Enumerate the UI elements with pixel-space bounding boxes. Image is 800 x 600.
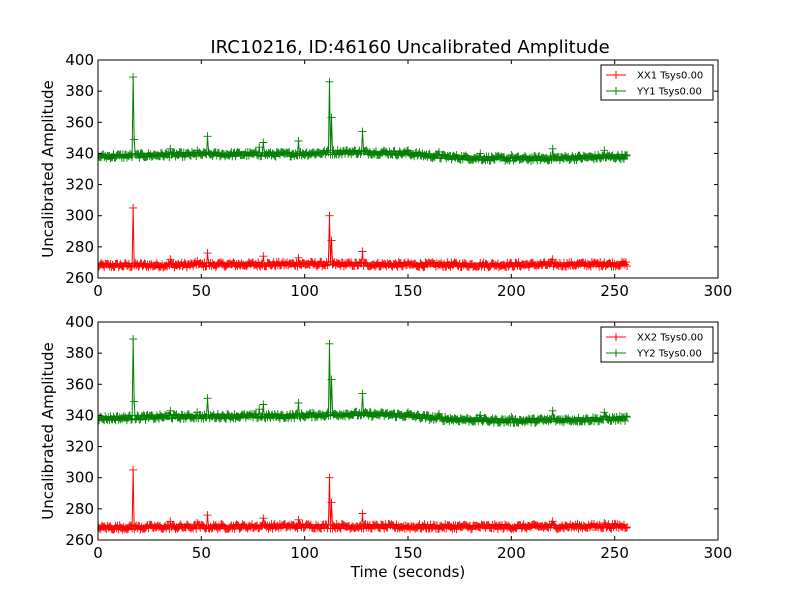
- series-xx1: [98, 203, 632, 272]
- bottom-panel: 0 50 100 150 200 250 300 260 280 300 320 340 360 380 4…: [39, 313, 732, 581]
- series-line: [98, 469, 628, 532]
- y-axis-label: Uncalibrated Amplitude: [39, 80, 57, 257]
- x-tick-label: 300: [704, 282, 733, 300]
- legend-box: [600, 64, 714, 101]
- y-tick-label: 280: [65, 500, 94, 518]
- x-tick-label: 150: [394, 544, 423, 562]
- y-tick-label: 320: [65, 438, 94, 456]
- x-tick-label: 50: [192, 282, 211, 300]
- y-tick-label: 340: [65, 406, 94, 424]
- legend-marker: [612, 71, 620, 79]
- legend-label: YY2 Tsys0.00: [636, 349, 702, 360]
- x-tick-label: 250: [600, 282, 629, 300]
- y-tick-label: 360: [65, 113, 94, 131]
- y-tick-label: 300: [65, 469, 94, 487]
- y-tick-label: 400: [65, 313, 94, 331]
- x-tick-label: 0: [93, 282, 103, 300]
- series-yy2: [98, 335, 632, 428]
- legend: XX2 Tsys0.00 YY2 Tsys0.00: [600, 326, 714, 363]
- x-tick-label: 50: [192, 544, 211, 562]
- series-xx2: [98, 465, 632, 534]
- y-tick-label: 320: [65, 176, 94, 194]
- x-tick-label: 250: [600, 544, 629, 562]
- chart-title: IRC10216, ID:46160 Uncalibrated Amplitud…: [210, 37, 609, 58]
- x-tick-label: 200: [497, 544, 526, 562]
- x-tick-label: 0: [93, 544, 103, 562]
- y-tick-label: 260: [65, 269, 94, 287]
- x-axis-label: Time (seconds): [350, 563, 466, 581]
- y-tick-label: 380: [65, 344, 94, 362]
- legend-label: XX2 Tsys0.00: [637, 333, 703, 344]
- x-tick-label: 150: [394, 282, 423, 300]
- plot-area: [98, 335, 632, 534]
- series-yy1: [98, 73, 632, 165]
- series-line: [98, 339, 628, 425]
- legend-marker: [612, 349, 620, 357]
- plot-area: [98, 73, 632, 272]
- legend-label: YY1 Tsys0.00: [636, 87, 702, 98]
- series-markers: [98, 203, 632, 272]
- legend-box: [600, 326, 714, 363]
- legend-marker: [612, 87, 620, 95]
- series-markers: [98, 335, 632, 428]
- series-markers: [98, 73, 632, 165]
- top-panel: 0 50 100 150 200 250 300 260 280 300 320 340 360 380 4…: [39, 51, 732, 300]
- y-tick-label: 400: [65, 51, 94, 69]
- series-line: [98, 207, 628, 269]
- x-tick-label: 300: [704, 544, 733, 562]
- y-tick-label: 340: [65, 144, 94, 162]
- series-line: [98, 77, 628, 163]
- legend-marker: [612, 333, 620, 341]
- legend-label: XX1 Tsys0.00: [637, 71, 703, 82]
- y-tick-label: 380: [65, 82, 94, 100]
- y-tick-label: 260: [65, 531, 94, 549]
- x-tick-label: 200: [497, 282, 526, 300]
- y-axis-label: Uncalibrated Amplitude: [39, 342, 57, 519]
- series-markers: [98, 465, 632, 534]
- y-tick-label: 360: [65, 375, 94, 393]
- y-tick-label: 280: [65, 238, 94, 256]
- y-tick-label: 300: [65, 207, 94, 225]
- x-tick-label: 100: [290, 282, 319, 300]
- legend: XX1 Tsys0.00 YY1 Tsys0.00: [600, 64, 714, 101]
- x-tick-label: 100: [290, 544, 319, 562]
